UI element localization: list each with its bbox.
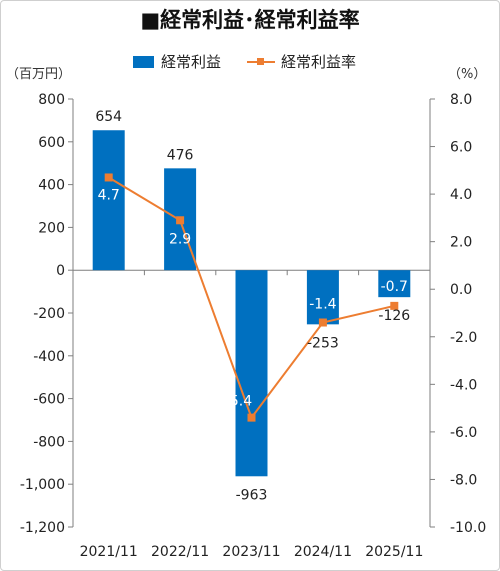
- left-axis-unit: （百万円）: [6, 67, 71, 82]
- left-axis-tick-label: -200: [33, 306, 65, 322]
- ratio-point: [318, 318, 327, 327]
- ratio-point: [104, 173, 113, 182]
- left-axis-tick-label: -1,000: [20, 477, 65, 493]
- left-axis-tick-label: 400: [38, 178, 65, 194]
- bar: [306, 270, 339, 325]
- ratio-value-label: 2.9: [169, 231, 191, 247]
- right-axis-tick-label: 6.0: [450, 140, 472, 156]
- bar-value-label: 476: [167, 147, 194, 163]
- bar-value-label: 654: [95, 109, 122, 125]
- left-axis-tick-label: -800: [33, 434, 65, 450]
- left-axis-tick-label: -600: [33, 392, 65, 408]
- right-axis-tick-label: -10.0: [450, 520, 486, 536]
- category-label: 2024/11: [294, 544, 352, 560]
- right-axis-tick-label: -4.0: [450, 377, 477, 393]
- category-label: 2025/11: [365, 544, 423, 560]
- right-axis-tick-label: 2.0: [450, 235, 472, 251]
- ratio-point: [390, 301, 399, 310]
- category-label: 2022/11: [151, 544, 209, 560]
- left-axis-tick-label: 200: [38, 220, 65, 236]
- data-labels: 654 476 -963 -253 -126 4.7 2.9 -5.4 -1.4 -0.7: [95, 109, 410, 503]
- left-axis-tick-label: 600: [38, 135, 65, 151]
- bar-value-label: -963: [236, 487, 268, 503]
- right-axis-tick-label: -2.0: [450, 330, 477, 346]
- right-axis-tick-label: -8.0: [450, 472, 477, 488]
- legend-swatch-bar: [133, 56, 154, 68]
- line-series: [104, 173, 399, 422]
- legend-label-line: 経常利益率: [281, 53, 356, 71]
- right-axis-unit: （%）: [448, 67, 486, 82]
- ratio-value-label: -1.4: [309, 297, 336, 313]
- bar-value-label: -253: [307, 335, 339, 351]
- ratio-point: [176, 216, 185, 225]
- bar: [92, 130, 125, 271]
- ratio-value-label: -5.4: [225, 394, 252, 410]
- right-axis-tick-label: 4.0: [450, 187, 472, 203]
- left-axis-tick-label: -1,200: [20, 520, 65, 536]
- bar: [378, 270, 411, 298]
- category-label: 2021/11: [80, 544, 138, 560]
- bar: [235, 270, 268, 477]
- category-label: 2023/11: [222, 544, 280, 560]
- left-axis-tick-label: -400: [33, 349, 65, 365]
- axes: 800 600 400 200 0 -200 -400 -600 -800 -1,000 -1,20…: [20, 92, 486, 560]
- chart-title: ■経常利益･経常利益率: [140, 8, 359, 32]
- legend: 経常利益 経常利益率: [133, 53, 356, 71]
- left-axis-tick-label: 800: [38, 92, 65, 108]
- bar-value-label: -126: [378, 308, 410, 324]
- legend-swatch-marker: [257, 58, 264, 65]
- right-axis-tick-label: 0.0: [450, 282, 472, 298]
- ratio-point: [247, 413, 256, 422]
- left-axis-tick-label: 0: [56, 263, 65, 279]
- right-axis-tick-label: -6.0: [450, 425, 477, 441]
- right-axis-tick-label: 8.0: [450, 92, 472, 108]
- ratio-value-label: 4.7: [98, 187, 120, 203]
- legend-label-bar: 経常利益: [161, 53, 221, 71]
- bar-series: [92, 130, 411, 477]
- ratio-value-label: -0.7: [381, 279, 408, 295]
